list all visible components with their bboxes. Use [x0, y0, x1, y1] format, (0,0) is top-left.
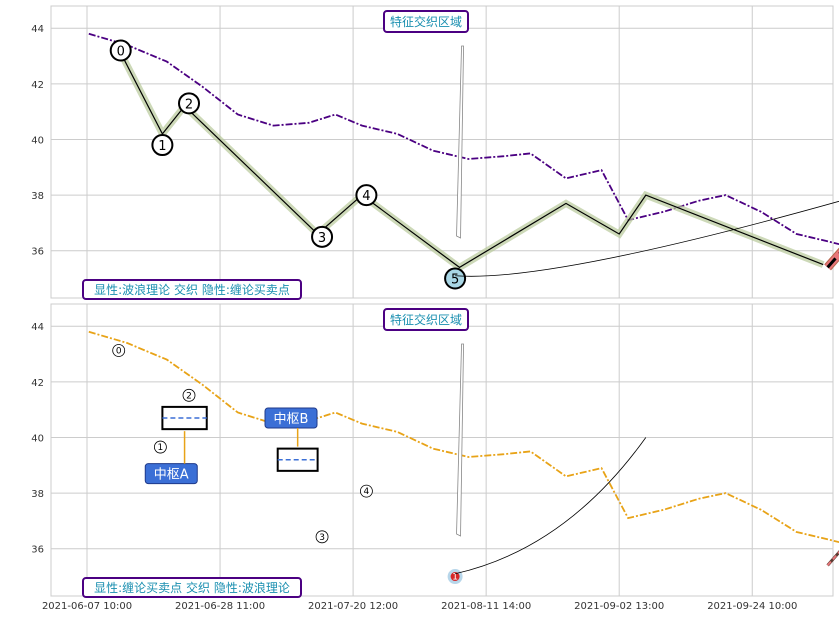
wave-label-text: 0 [117, 44, 125, 59]
top-panel: 36 38 40 42 44 0 1 2 3 4 5 特征交织区域 显性:波浪理论 交织 隐性:缠… [31, 5, 839, 300]
x-tick-label: 2021-09-02 13:00 [574, 601, 664, 612]
bottom-panel: 36 38 40 42 44 0 1 2 3 4 1 中枢A 中枢B 特征交织区域 显性:缠论买卖点 … [31, 303, 839, 598]
wave-label-marker [447, 569, 463, 585]
y-tick-label: 40 [31, 135, 44, 146]
wave-label-marker [182, 388, 196, 402]
wave-label-marker [311, 225, 334, 248]
wave-label-marker [355, 184, 378, 207]
wave-label-marker [112, 344, 126, 357]
bottom-legend-text: 显性:缠论买卖点 交织 隐性:波浪理论 [94, 580, 290, 595]
top-legend-text: 显性:波浪理论 交织 隐性:缠论买卖点 [94, 282, 290, 297]
bottom-title-text: 特征交织区域 [390, 312, 462, 327]
wave-label-text: 1 [158, 443, 164, 453]
y-tick-label: 44 [31, 24, 44, 35]
y-tick-label: 44 [31, 322, 44, 333]
x-tick-label: 2021-07-20 12:00 [308, 601, 398, 612]
wave-label-text: 1 [158, 139, 166, 154]
wave-label-text: 5 [451, 273, 459, 288]
top-annotations: 0 1 2 3 4 5 [109, 39, 839, 290]
wave-label-text: 4 [362, 189, 370, 204]
arrow-marker [456, 45, 464, 239]
y-tick-label: 38 [31, 489, 44, 500]
wave-label-text: 1 [452, 573, 458, 583]
wave-label-text: 0 [116, 346, 122, 356]
x-tick-label: 2021-08-11 14:00 [441, 601, 531, 612]
top-y-axis: 36 38 40 42 44 [31, 24, 44, 257]
bottom-title-box: 特征交织区域 [383, 308, 469, 331]
projection-curve [455, 200, 839, 277]
arrow-marker [456, 343, 464, 537]
wave-line [117, 47, 824, 269]
bottom-series-layer [88, 330, 839, 567]
top-plot-area [50, 5, 834, 299]
wave-label-marker [151, 134, 174, 157]
y-tick-label: 38 [31, 191, 44, 202]
top-title-text: 特征交织区域 [390, 14, 462, 29]
pivot-label-text: 中枢B [274, 412, 309, 427]
bottom-plot-area [50, 303, 834, 597]
price-series-line [88, 32, 839, 246]
top-legend-box: 显性:波浪理论 交织 隐性:缠论买卖点 [82, 279, 302, 300]
top-title-box: 特征交织区域 [383, 10, 469, 33]
y-tick-label: 36 [31, 247, 44, 258]
wave-label-marker [315, 530, 329, 544]
wave-label-marker [109, 39, 132, 62]
y-tick-label: 40 [31, 433, 44, 444]
bottom-y-axis: 36 38 40 42 44 [31, 322, 44, 555]
wave-label-marker [360, 484, 373, 498]
projection-curve [455, 437, 647, 575]
y-tick-label: 42 [31, 378, 44, 389]
bottom-legend-box: 显性:缠论买卖点 交织 隐性:波浪理论 [82, 577, 302, 598]
bottom-annotations: 0 1 2 3 4 1 中枢A 中枢B [112, 343, 647, 585]
pivot-label-box [144, 463, 198, 485]
price-series-line [88, 330, 839, 544]
x-axis: 2021-06-07 10:00 2021-06-28 11:00 2021-07-… [42, 601, 797, 612]
top-series-layer [88, 32, 839, 272]
wave-label-text: 4 [364, 487, 370, 497]
wave-label-marker [153, 440, 167, 454]
x-tick-label: 2021-06-28 11:00 [175, 601, 265, 612]
x-tick-label: 2021-09-24 10:00 [707, 601, 797, 612]
wave-label-marker [178, 92, 201, 115]
pivot-label-text: 中枢A [154, 468, 189, 483]
wave-label-text: 2 [186, 391, 192, 401]
wave-label-text: 3 [318, 231, 326, 246]
y-tick-label: 36 [31, 545, 44, 556]
wave-label-text: 2 [185, 97, 193, 112]
wave-label-text: 3 [319, 533, 325, 543]
x-tick-label: 2021-06-07 10:00 [42, 601, 132, 612]
y-tick-label: 42 [31, 80, 44, 91]
pivot-label-box [264, 407, 318, 429]
wave-label-marker [444, 267, 467, 290]
